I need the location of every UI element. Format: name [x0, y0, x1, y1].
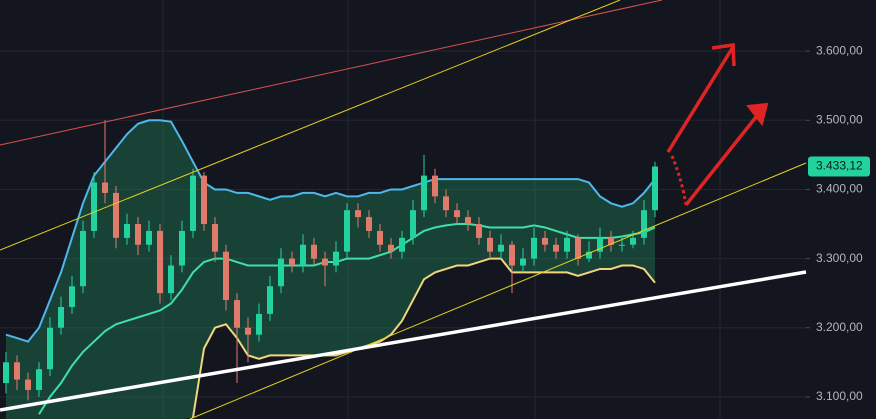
candle-body [586, 251, 592, 259]
candle-body [608, 237, 614, 245]
candle-body [201, 175, 207, 225]
drawings [0, 0, 807, 419]
candle-body [333, 251, 339, 266]
trendline [189, 162, 807, 419]
candle-body [597, 237, 603, 252]
y-tick-label: 3.300,00 [816, 251, 863, 265]
candle-body [135, 224, 141, 245]
trendline [0, 0, 663, 146]
candle-body [322, 258, 328, 266]
candle-body [289, 258, 295, 266]
dotted-path [670, 155, 688, 206]
arrow-head [746, 102, 769, 127]
band-line [5, 119, 656, 343]
candle-body [388, 244, 394, 252]
candle-body [542, 237, 548, 245]
y-tick-label: 3.500,00 [816, 112, 863, 126]
candle-body [652, 166, 658, 211]
candle-body [509, 244, 515, 266]
candle-body [58, 306, 64, 328]
candle-body [465, 217, 471, 225]
candle-body [520, 258, 526, 266]
candle-body [487, 237, 493, 252]
candle-body [223, 251, 229, 301]
price-tag [808, 156, 870, 177]
arrow [684, 110, 762, 207]
candle-body [476, 224, 482, 238]
candle-body [157, 230, 163, 294]
band-line [38, 223, 656, 415]
candle-body [443, 196, 449, 211]
candle-body [641, 210, 647, 238]
candle-body [124, 224, 130, 238]
candle-body [91, 182, 97, 231]
band-fill [6, 120, 655, 419]
candle-body [36, 369, 42, 390]
candle-body [421, 175, 427, 211]
candle-body [300, 244, 306, 266]
trendline [0, 0, 621, 251]
candle-body [498, 244, 504, 252]
y-tick-label: 3.100,00 [816, 389, 863, 403]
candle-body [377, 230, 383, 245]
candle-body [14, 362, 20, 380]
candle-body [212, 224, 218, 252]
candle-body [267, 286, 273, 314]
candle-body [168, 265, 174, 294]
candle-body [256, 313, 262, 335]
candle-body [432, 175, 438, 197]
candle-body [410, 210, 416, 238]
candle-body [47, 327, 53, 370]
candle-body [553, 244, 559, 252]
candle-body [234, 300, 240, 328]
candle-body [399, 237, 405, 252]
candle-body [575, 237, 581, 259]
candle-body [531, 237, 537, 259]
candle-body [344, 210, 350, 252]
candle-body [454, 210, 460, 218]
trendline [0, 270, 807, 412]
candle-body [3, 362, 9, 384]
arrow [666, 46, 735, 153]
candle-body [630, 237, 636, 245]
candle-body [179, 230, 185, 266]
candle-body [146, 230, 152, 245]
candle-body [113, 192, 119, 238]
band-line [192, 257, 656, 418]
candle-body [355, 210, 361, 218]
candle-body [366, 217, 372, 231]
candle-body [80, 230, 86, 287]
candle-body [102, 182, 108, 193]
arrow-head [711, 42, 736, 67]
candle-body [619, 244, 625, 246]
candle-body [564, 237, 570, 252]
y-tick-label: 3.200,00 [816, 320, 863, 334]
y-tick-label: 3.600,00 [816, 43, 863, 57]
candle-body [278, 258, 284, 287]
candle-body [311, 244, 317, 259]
candle-body [190, 175, 196, 231]
candle-body [245, 327, 251, 335]
y-tick-label: 3.400,00 [816, 182, 863, 196]
candle-body [69, 286, 75, 307]
candle-body [25, 379, 31, 390]
price-tag-label: 3.433,12 [816, 159, 863, 173]
